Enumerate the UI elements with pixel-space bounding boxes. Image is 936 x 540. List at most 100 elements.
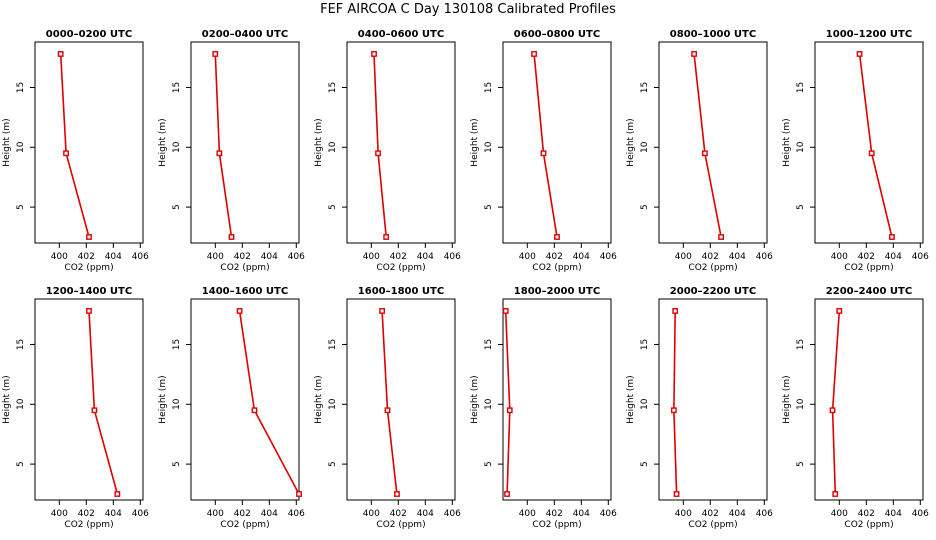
x-tick-label: 404 — [885, 252, 902, 262]
profile-point — [673, 491, 680, 497]
y-axis-label: Height (m) — [470, 118, 480, 166]
profile-point — [383, 234, 390, 240]
profile-point — [506, 407, 513, 414]
x-axis-label: CO2 (ppm) — [376, 263, 425, 273]
chart-panel: 1000–1200 UTC 400 402 404 406 CO2 (ppm) 5 10 15 H… — [782, 29, 929, 273]
x-tick-label: 400 — [675, 252, 692, 262]
profile-line — [533, 53, 558, 238]
y-tick-label: 15 — [16, 82, 26, 93]
x-tick-label: 404 — [729, 252, 746, 262]
profile-point — [296, 491, 302, 497]
x-tick-label: 406 — [756, 509, 773, 519]
x-tick-label: 406 — [444, 252, 461, 262]
y-tick-label: 15 — [484, 82, 494, 93]
plot-frame — [814, 41, 924, 244]
x-tick-label: 400 — [363, 252, 380, 262]
x-tick-label: 406 — [444, 509, 461, 519]
profile-point — [228, 234, 235, 240]
y-tick-label: 15 — [172, 339, 182, 350]
panel-title: 0400–0600 UTC — [358, 29, 444, 40]
plot-frame — [346, 298, 456, 501]
profile-line — [373, 53, 387, 238]
y-tick-label: 5 — [172, 461, 182, 467]
x-tick-label: 400 — [831, 252, 848, 262]
y-tick-label: 15 — [640, 339, 650, 350]
x-axis-label: CO2 (ppm) — [64, 520, 113, 530]
panel-title: 2000–2200 UTC — [670, 286, 756, 297]
x-axis-label: CO2 (ppm) — [64, 263, 113, 273]
x-tick-label: 400 — [51, 252, 68, 262]
y-tick-label: 15 — [484, 339, 494, 350]
panel-title: 2200–2400 UTC — [826, 286, 912, 297]
profile-point — [889, 234, 895, 240]
profile-point — [691, 51, 698, 57]
plot-frame — [34, 41, 144, 244]
x-axis-label: CO2 (ppm) — [844, 520, 893, 530]
plot-frame — [502, 298, 612, 501]
x-tick-label: 406 — [756, 252, 773, 262]
y-tick-label: 10 — [640, 141, 650, 153]
x-axis-label: CO2 (ppm) — [844, 263, 893, 273]
x-tick-label: 404 — [417, 252, 434, 262]
x-tick-label: 402 — [702, 252, 719, 262]
profile-point — [91, 407, 98, 414]
x-tick-label: 402 — [858, 252, 875, 262]
profile-point — [718, 234, 725, 240]
profile-line — [59, 53, 90, 238]
x-axis-label: CO2 (ppm) — [220, 520, 269, 530]
chart-panel: 0400–0600 UTC 400 402 404 406 CO2 (ppm) 5 10 15 H… — [314, 29, 461, 273]
y-tick-label: 5 — [640, 204, 650, 210]
profile-point — [114, 491, 121, 497]
x-tick-label: 402 — [702, 509, 719, 519]
panel-title: 1800–2000 UTC — [514, 286, 600, 297]
panel-title: 0200–0400 UTC — [202, 29, 288, 40]
x-tick-label: 402 — [858, 509, 875, 519]
profile-point — [856, 51, 863, 57]
plot-frame — [658, 298, 768, 501]
chart-panel: 2000–2200 UTC 400 402 404 406 CO2 (ppm) 5 10 15 H… — [626, 286, 773, 530]
profile-line — [238, 310, 300, 495]
panel-title: 1600–1800 UTC — [358, 286, 444, 297]
plot-frame — [658, 41, 768, 244]
x-tick-label: 404 — [573, 509, 590, 519]
x-tick-label: 400 — [207, 252, 224, 262]
x-tick-label: 400 — [675, 509, 692, 519]
profile-point — [212, 51, 219, 57]
y-tick-label: 5 — [484, 204, 494, 210]
y-tick-label: 15 — [640, 82, 650, 93]
y-tick-label: 15 — [796, 82, 806, 93]
x-tick-label: 400 — [831, 509, 848, 519]
y-tick-label: 10 — [172, 141, 182, 153]
profile-point — [236, 308, 243, 314]
y-tick-label: 10 — [484, 398, 494, 410]
plot-frame — [814, 298, 924, 501]
profile-point — [702, 150, 708, 157]
profile-line — [214, 53, 233, 238]
chart-panel: 1400–1600 UTC 400 402 404 406 CO2 (ppm) 5 10 15 H… — [158, 286, 305, 530]
y-tick-label: 15 — [172, 82, 182, 93]
y-tick-label: 10 — [16, 141, 26, 153]
y-tick-label: 15 — [796, 339, 806, 350]
profile-point — [832, 491, 839, 497]
y-tick-label: 5 — [484, 461, 494, 467]
y-axis-label: Height (m) — [626, 375, 636, 423]
profile-line — [858, 53, 893, 238]
x-tick-label: 404 — [261, 252, 278, 262]
x-tick-label: 402 — [78, 252, 95, 262]
y-tick-label: 5 — [16, 461, 26, 467]
y-axis-label: Height (m) — [782, 375, 792, 423]
x-tick-label: 400 — [51, 509, 68, 519]
x-axis-label: CO2 (ppm) — [220, 263, 269, 273]
y-tick-label: 10 — [796, 398, 806, 410]
profile-point — [379, 308, 385, 314]
x-axis-label: CO2 (ppm) — [688, 520, 737, 530]
y-axis-label: Height (m) — [158, 375, 168, 423]
y-tick-label: 15 — [16, 339, 26, 350]
y-tick-label: 10 — [328, 398, 338, 410]
profile-point — [63, 150, 69, 157]
profile-point — [836, 308, 843, 314]
x-axis-label: CO2 (ppm) — [376, 520, 425, 530]
y-tick-label: 5 — [796, 461, 806, 467]
y-tick-label: 10 — [484, 141, 494, 153]
